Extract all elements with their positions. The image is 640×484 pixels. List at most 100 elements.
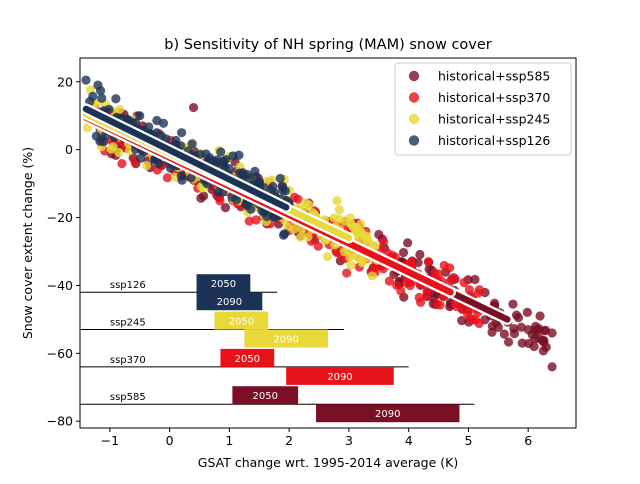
scatter-point-historical+ssp126 (221, 154, 231, 165)
scatter-point-historical+ssp585 (547, 328, 557, 338)
scatter-point-historical+ssp585 (508, 299, 518, 309)
y-tick-label: 0 (65, 142, 73, 157)
scatter-point-historical+ssp370 (392, 280, 402, 291)
x-tick-label: 2 (285, 433, 293, 448)
scatter-point-historical+ssp585 (523, 324, 533, 335)
scatter-point-historical+ssp126 (97, 93, 107, 103)
range-period-label: 2090 (217, 297, 242, 308)
range-period-label: 2050 (229, 317, 254, 328)
scatter-point-historical+ssp370 (422, 290, 432, 301)
scatter-point-historical+ssp126 (187, 139, 197, 149)
scatter-point-historical+ssp585 (415, 249, 425, 260)
y-tick-label: −20 (47, 210, 73, 225)
scatter-point-historical+ssp245 (141, 160, 152, 171)
scatter-point-historical+ssp370 (474, 318, 484, 329)
scatter-point-historical+ssp126 (238, 170, 248, 180)
scatter-point-historical+ssp370 (459, 277, 469, 288)
scatter-point-historical+ssp585 (513, 313, 524, 323)
scatter-point-historical+ssp126 (121, 114, 132, 124)
scatter-point-historical+ssp126 (88, 91, 98, 101)
fit-lines (80, 103, 513, 325)
x-tick-label: 6 (524, 433, 532, 448)
scatter-point-historical+ssp585 (403, 238, 413, 248)
range-label-ssp585: ssp585 (110, 392, 146, 403)
range-period-label: 2050 (211, 279, 236, 290)
range-bar-ssp585-2050 (232, 386, 299, 405)
legend-marker (408, 92, 420, 103)
scatter-point-historical+ssp370 (449, 272, 459, 283)
scatter-point-historical+ssp126 (234, 150, 244, 160)
range-bar-ssp370-2050 (220, 348, 275, 367)
fit-line-historical+ssp126 (82, 105, 290, 211)
scatter-point-historical+ssp245 (304, 200, 314, 210)
scatter-point-historical+ssp245 (303, 232, 313, 242)
scatter-point-historical+ssp126 (176, 141, 186, 151)
scatter-point-historical+ssp370 (162, 173, 172, 183)
range-period-label: 2050 (253, 391, 278, 402)
scatter-point-historical+ssp585 (499, 329, 509, 339)
chart-title: b) Sensitivity of NH spring (MAM) snow c… (164, 37, 492, 53)
scatter-point-historical+ssp585 (539, 326, 549, 336)
scatter-point-historical+ssp585 (509, 323, 519, 334)
scatter-point-historical+ssp585 (220, 202, 231, 213)
legend-marker (408, 113, 420, 125)
x-tick-label: 0 (166, 433, 174, 448)
scatter-point-historical+ssp126 (275, 173, 285, 184)
scatter-point-historical+ssp370 (416, 297, 426, 308)
scatter-point-historical+ssp585 (470, 274, 480, 285)
scatter-point-historical+ssp585 (538, 346, 548, 356)
scatter-point-historical+ssp370 (434, 269, 444, 279)
scatter-point-historical+ssp370 (313, 241, 323, 251)
scatter-point-historical+ssp370 (423, 257, 434, 267)
scatter-point-historical+ssp245 (289, 224, 299, 234)
x-tick-label: 5 (464, 433, 472, 448)
scatter-point-historical+ssp585 (530, 325, 540, 335)
scatter-point-historical+ssp370 (462, 309, 473, 319)
range-period-label: 2050 (235, 354, 260, 365)
scatter-point-historical+ssp126 (278, 230, 289, 240)
x-tick-label: 1 (225, 433, 233, 448)
scatter-point-historical+ssp370 (439, 260, 449, 271)
scatter-point-historical+ssp370 (251, 215, 261, 225)
x-tick-label: 4 (405, 433, 413, 448)
scatter-point-historical+ssp370 (379, 237, 389, 247)
scatter-point-historical+ssp585 (487, 321, 497, 331)
scatter-point-historical+ssp126 (262, 211, 272, 222)
legend-entry-label: historical+ssp245 (438, 112, 550, 127)
y-axis: 20 0 −20 −40 −60 −80 (47, 74, 80, 429)
scatter-point-historical+ssp126 (144, 122, 154, 132)
scatter-point-historical+ssp585 (398, 247, 409, 258)
scatter-point-historical+ssp370 (407, 258, 417, 269)
scatter-point-historical+ssp585 (188, 102, 199, 113)
scatter-point-historical+ssp585 (538, 336, 548, 346)
scatter-point-historical+ssp126 (111, 94, 121, 104)
scatter-point-historical+ssp126 (135, 111, 145, 121)
scatter-point-historical+ssp245 (346, 260, 356, 270)
range-bar-ssp370-2090 (286, 366, 394, 385)
scatter-point-historical+ssp126 (176, 128, 187, 138)
range-label-ssp245: ssp245 (110, 318, 146, 329)
scatter-point-historical+ssp126 (104, 104, 114, 115)
scatter-point-historical+ssp245 (367, 271, 377, 281)
legend: historical+ssp585 historical+ssp370 histor… (394, 62, 572, 156)
legend-entry-label: historical+ssp370 (438, 90, 550, 105)
scatter-point-historical+ssp126 (156, 131, 166, 141)
scatter-point-historical+ssp585 (457, 316, 467, 326)
range-bar-ssp585-2090 (316, 404, 460, 423)
scatter-point-historical+ssp126 (242, 200, 252, 211)
scatter-point-historical+ssp245 (322, 252, 333, 262)
scatter-point-historical+ssp585 (547, 362, 557, 372)
y-tick-label: 20 (57, 74, 73, 89)
scatter-point-historical+ssp585 (196, 193, 206, 203)
scatter-point-historical+ssp370 (342, 268, 352, 278)
scatter-point-historical+ssp370 (384, 276, 395, 286)
x-tick-label: 3 (345, 433, 353, 448)
scatter-point-historical+ssp126 (212, 155, 223, 165)
scatter-point-historical+ssp126 (177, 175, 187, 185)
range-bar-ssp126-2050 (196, 274, 251, 293)
y-axis-label: Snow cover extent change (%) (20, 147, 35, 339)
x-tick-label: −1 (101, 433, 119, 448)
scatter-point-historical+ssp585 (529, 341, 539, 352)
scatter-point-historical+ssp370 (117, 158, 127, 169)
